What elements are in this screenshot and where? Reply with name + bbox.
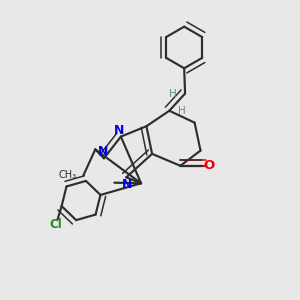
Text: H: H — [169, 89, 177, 99]
Text: Cl: Cl — [49, 218, 62, 231]
Text: O: O — [203, 159, 214, 172]
Text: N: N — [122, 178, 132, 191]
Text: H: H — [178, 106, 186, 116]
Text: N: N — [98, 145, 109, 158]
Text: CH₃: CH₃ — [58, 170, 76, 180]
Text: N: N — [114, 124, 124, 137]
